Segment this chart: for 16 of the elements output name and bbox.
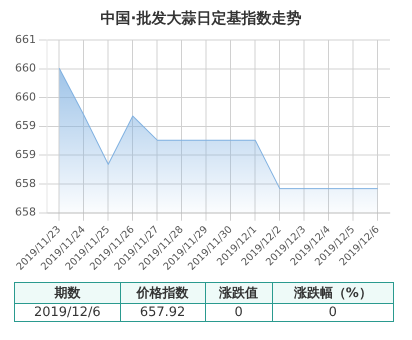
y-tick-label: 659 bbox=[14, 148, 36, 162]
y-tick-label: 660 bbox=[14, 90, 36, 104]
y-tick-label: 658 bbox=[14, 176, 36, 190]
text: 657.92 bbox=[120, 304, 206, 322]
text: 涨跌值 bbox=[205, 282, 272, 304]
y-tick-label: 658 bbox=[14, 206, 36, 219]
y-tick-label: 659 bbox=[14, 119, 36, 132]
text: 0 bbox=[205, 304, 272, 322]
text: 价格指数 bbox=[120, 282, 206, 304]
y-tick-label: 660 bbox=[14, 62, 36, 75]
text: 2019/12/6 bbox=[14, 304, 120, 322]
text: 期数 bbox=[14, 282, 120, 304]
text: 0 bbox=[272, 304, 394, 322]
chart-title: 中国·批发大蒜日定基指数走势 bbox=[100, 8, 302, 27]
text: 涨跌幅（%） bbox=[272, 282, 394, 304]
y-tick-label: 661 bbox=[14, 32, 36, 46]
